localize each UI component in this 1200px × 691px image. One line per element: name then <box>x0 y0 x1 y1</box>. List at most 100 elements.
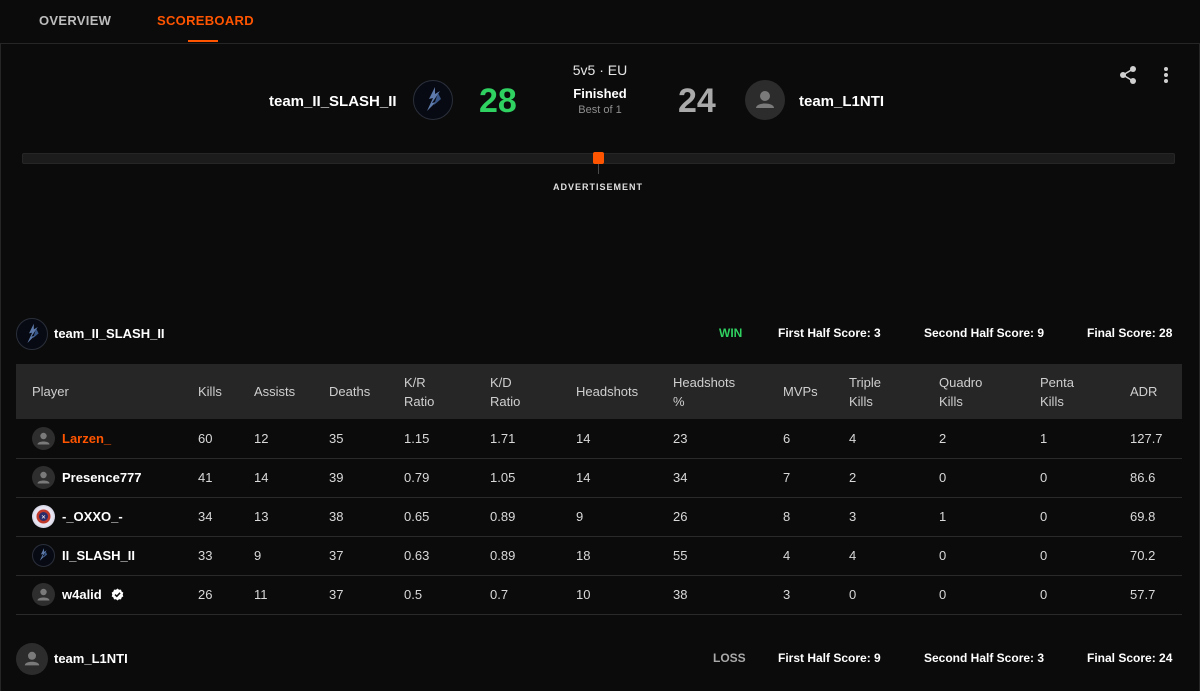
cell-headshots-pct: 34 <box>673 470 688 485</box>
cell-mvps: 6 <box>783 430 791 446</box>
cell-penta: 1 <box>1040 430 1048 446</box>
col-deaths[interactable]: Deaths <box>329 384 371 399</box>
avatar <box>32 426 55 450</box>
table-row: II_SLASH_II 33 9 37 0.63 0.89 18 55 4 4 … <box>16 536 1182 575</box>
cell-kr: 0.79 <box>404 470 430 485</box>
team2-summary-logo[interactable] <box>16 643 48 675</box>
cell-deaths: 38 <box>329 509 344 524</box>
cell-headshots-pct: 55 <box>673 548 688 563</box>
active-tab-indicator <box>188 40 218 42</box>
table-header-row: Player Kills Assists Deaths K/R Ratio K/D… <box>16 364 1182 419</box>
cell-quadro: 1 <box>939 509 947 524</box>
player-link[interactable]: Larzen_ <box>32 426 198 450</box>
team1-first-half: First Half Score: 3 <box>778 326 881 340</box>
team2-score: 24 <box>678 82 716 120</box>
player-name[interactable]: -_OXXO_- <box>62 509 123 524</box>
cell-penta: 0 <box>1040 587 1048 602</box>
more-vertical-icon[interactable] <box>1158 64 1174 86</box>
cell-kills: 60 <box>198 430 213 446</box>
cell-assists: 9 <box>254 548 262 563</box>
cell-mvps: 4 <box>783 548 791 563</box>
verified-badge-icon <box>111 588 124 601</box>
team2-final-score: Final Score: 24 <box>1087 651 1173 665</box>
table-row: ✕ -_OXXO_- 34 13 38 0.65 0.89 9 26 8 3 1… <box>16 497 1182 536</box>
cell-kills: 33 <box>198 548 213 563</box>
tab-bar: OVERVIEW SCOREBOARD <box>0 0 1200 44</box>
col-headshots[interactable]: Headshots <box>576 384 639 399</box>
cell-triple: 4 <box>849 548 857 563</box>
svg-text:✕: ✕ <box>41 514 46 521</box>
player-link[interactable]: w4alid <box>32 583 198 606</box>
team2-second-half: Second Half Score: 3 <box>924 651 1045 665</box>
col-quadro-kills[interactable]: Quadro Kills <box>939 374 983 409</box>
cell-headshots: 9 <box>576 509 584 524</box>
col-assists[interactable]: Assists <box>254 384 296 399</box>
player-link[interactable]: II_SLASH_II <box>32 544 198 567</box>
cell-deaths: 37 <box>329 548 344 563</box>
avatar <box>32 583 55 606</box>
cell-deaths: 35 <box>329 430 344 446</box>
player-name[interactable]: II_SLASH_II <box>62 548 135 563</box>
cell-mvps: 3 <box>783 587 791 602</box>
cell-headshots: 10 <box>576 587 591 602</box>
team1-second-half: Second Half Score: 9 <box>924 326 1045 340</box>
player-name[interactable]: Presence777 <box>62 470 142 485</box>
cell-kd: 0.7 <box>490 587 509 602</box>
team1-summary-name[interactable]: team_II_SLASH_II <box>54 326 165 341</box>
cell-adr: 69.8 <box>1130 509 1156 524</box>
cell-kills: 34 <box>198 509 213 524</box>
col-kd-ratio[interactable]: K/D Ratio <box>490 374 521 409</box>
cell-assists: 13 <box>254 509 269 524</box>
cell-kr: 0.5 <box>404 587 423 602</box>
team1-summary-logo[interactable] <box>16 318 48 350</box>
col-kr-ratio[interactable]: K/R Ratio <box>404 374 435 409</box>
cell-headshots-pct: 26 <box>673 509 688 524</box>
col-player[interactable]: Player <box>32 384 69 399</box>
avatar <box>32 544 55 567</box>
best-of: Best of 1 <box>578 104 622 116</box>
cell-headshots: 14 <box>576 430 591 446</box>
col-penta-kills[interactable]: Penta Kills <box>1040 374 1074 409</box>
cell-triple: 4 <box>849 430 857 446</box>
timeline-tick <box>598 164 599 174</box>
cell-kd: 1.71 <box>490 430 516 446</box>
player-link[interactable]: ✕ -_OXXO_- <box>32 505 198 528</box>
team1-name[interactable]: team_II_SLASH_II <box>269 93 397 110</box>
table-row: w4alid 26 11 37 0.5 0.7 10 38 3 0 0 0 57… <box>16 575 1182 614</box>
cell-mvps: 7 <box>783 470 791 485</box>
col-triple-kills[interactable]: Triple Kills <box>849 374 882 409</box>
cell-kd: 1.05 <box>490 470 516 485</box>
team1-score: 28 <box>479 82 517 120</box>
share-icon[interactable] <box>1117 64 1139 86</box>
cell-triple: 3 <box>849 509 857 524</box>
team2-name[interactable]: team_L1NTI <box>799 93 885 110</box>
team1-logo[interactable] <box>413 80 453 120</box>
cell-headshots: 18 <box>576 548 591 563</box>
col-mvps[interactable]: MVPs <box>783 384 818 399</box>
cell-assists: 12 <box>254 430 269 446</box>
cell-adr: 127.7 <box>1130 430 1163 446</box>
team1-result: WIN <box>719 326 743 340</box>
advertisement-label: ADVERTISEMENT <box>552 182 643 192</box>
team2-logo[interactable] <box>745 80 785 120</box>
team2-result: LOSS <box>713 651 746 665</box>
col-adr[interactable]: ADR <box>1130 384 1158 399</box>
player-name[interactable]: Larzen_ <box>62 430 112 446</box>
tab-scoreboard[interactable]: SCOREBOARD <box>157 13 254 28</box>
col-headshots-pct[interactable]: Headshots% <box>673 374 736 409</box>
left-border <box>0 44 1 691</box>
cell-headshots-pct: 38 <box>673 587 688 602</box>
cell-quadro: 2 <box>939 430 947 446</box>
team1-final-score: Final Score: 28 <box>1087 326 1173 340</box>
team2-summary-name[interactable]: team_L1NTI <box>54 651 128 666</box>
tab-overview[interactable]: OVERVIEW <box>39 13 112 28</box>
cell-quadro: 0 <box>939 548 947 563</box>
player-link[interactable]: Presence777 <box>32 466 198 489</box>
cell-penta: 0 <box>1040 470 1048 485</box>
player-name[interactable]: w4alid <box>62 587 102 602</box>
cell-penta: 0 <box>1040 509 1048 524</box>
table-row: Presence777 41 14 39 0.79 1.05 14 34 7 2… <box>16 458 1182 497</box>
col-kills[interactable]: Kills <box>198 384 222 399</box>
avatar <box>32 466 55 489</box>
cell-headshots-pct: 23 <box>673 430 688 446</box>
